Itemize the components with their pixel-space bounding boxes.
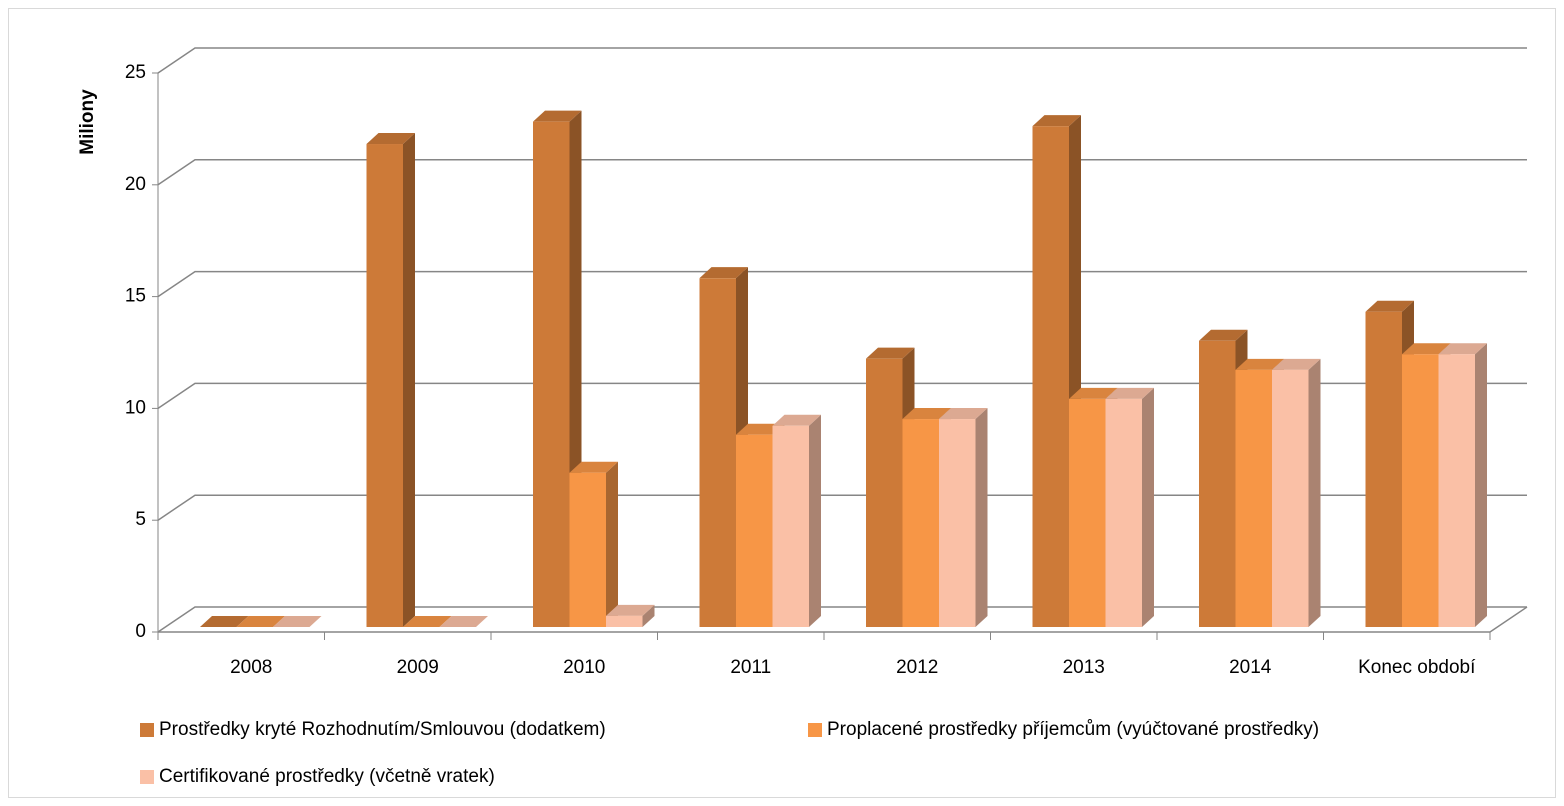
bar-top [1235,358,1284,370]
bar-front [902,419,939,627]
legend-label: Prostředky kryté Rozhodnutím/Smlouvou (d… [159,719,606,740]
legend-swatch [140,723,154,737]
bar-front [772,425,809,627]
y-tick-label: 0 [135,621,146,642]
bar-top [902,408,951,420]
bar-front [1365,311,1402,627]
grid-line [157,159,1527,186]
bar-front [1069,398,1106,627]
bar-front [366,144,403,628]
x-tick-label: 2010 [563,657,605,678]
bar-front [1438,354,1475,627]
x-tick-label: 2011 [730,657,771,678]
y-tick-label: 20 [125,174,146,195]
bar-front [533,121,570,627]
bar-top [1105,387,1154,399]
bar-top [200,616,249,627]
bar-front [1402,354,1439,627]
bar-top [1365,300,1414,312]
bar-front [866,358,903,627]
bar-front [736,434,773,627]
bar [366,133,415,628]
bar-top [736,423,785,435]
legend-swatch [808,723,822,737]
bar-top [606,604,655,616]
x-tick-label: 2014 [1229,657,1272,678]
grid-line [157,270,1527,298]
legend-swatch [140,770,154,784]
bar-front [939,419,976,627]
bar-side [809,414,821,627]
bar-top [533,110,582,122]
bar [699,267,748,627]
bar [569,461,618,627]
bar-front [1032,126,1069,628]
x-tick-label: Konec období [1358,657,1476,678]
bar-side [642,604,655,627]
grid-line [157,47,1527,74]
bar-front [569,472,606,627]
bar [273,616,322,627]
bar-top [236,616,285,627]
y-tick-label: 5 [135,509,146,530]
grid-line [157,382,1527,410]
bar-front [1105,398,1142,627]
bar-side [1308,358,1321,627]
bar [772,414,821,627]
bar [403,616,452,627]
bar-side [1475,343,1487,627]
bar [439,616,488,627]
bar-front [1235,369,1272,627]
bar-top [439,616,488,627]
bar [1438,343,1487,627]
legend-label: Certifikované prostředky (včetně vratek) [159,766,495,787]
bar-top [1069,387,1118,399]
bar-front [1272,369,1309,627]
bar-top [866,347,915,359]
bar-top [1199,329,1248,341]
bar-top [1032,115,1081,127]
bar [1272,358,1321,627]
y-axis-title: Miliony [77,89,98,155]
bar [939,408,988,627]
chart-frame [8,8,1556,798]
bar-top [772,414,821,426]
y-tick-label: 25 [125,62,146,83]
bar-front [699,278,736,627]
bar-top [366,133,415,145]
bar-top [273,616,322,627]
bar-side [1142,387,1154,627]
bar-top [1272,358,1321,370]
bar [533,110,582,627]
bar-side [975,408,988,627]
x-tick-label: 2013 [1063,657,1105,678]
bar-front [1199,340,1236,627]
legend-label: Proplacené prostředky příjemcům (vyúčtov… [827,719,1319,740]
y-tick-label: 15 [125,286,146,307]
bar [200,616,249,627]
bar-top [569,461,618,473]
x-tick-label: 2008 [230,657,272,678]
x-tick-label: 2012 [896,657,938,678]
x-tick-label: 2009 [397,657,439,678]
bar [236,616,285,627]
bar [606,604,655,627]
bar-top [1402,343,1451,355]
bar [1105,387,1154,627]
bar-top [403,616,452,627]
bar-side [606,461,618,627]
bar-top [699,267,748,279]
bar-top [1438,343,1487,355]
bar-side [403,133,415,628]
y-tick-label: 10 [125,397,146,418]
bar-front [606,615,643,627]
bar-top [939,408,988,420]
